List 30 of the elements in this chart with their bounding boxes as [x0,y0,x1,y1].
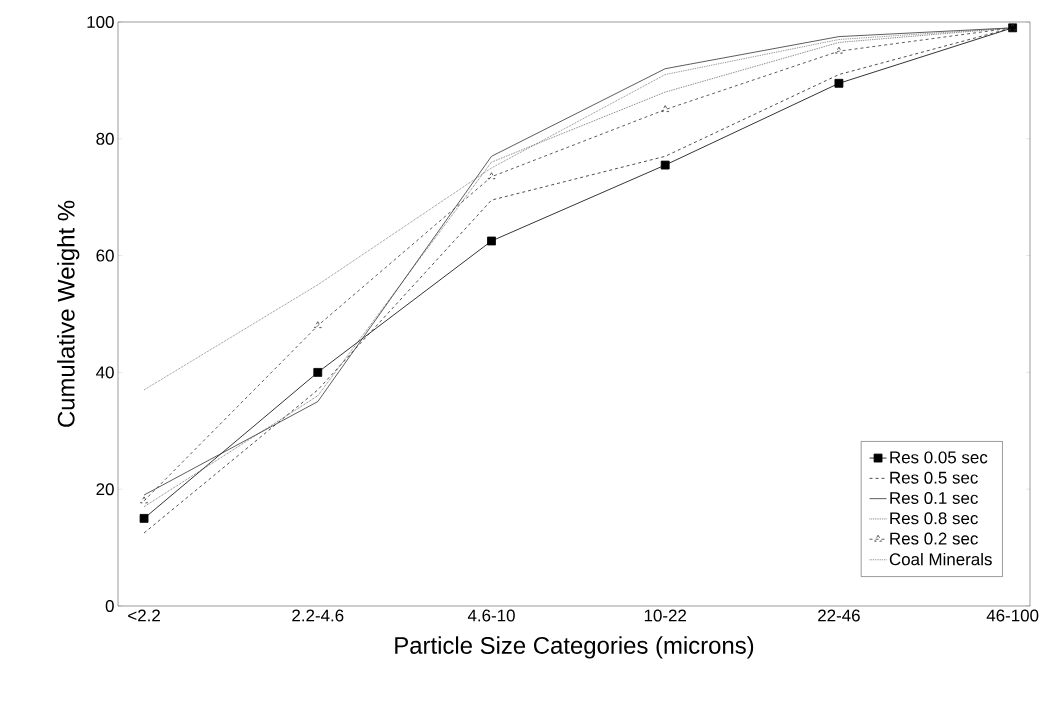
legend-label: Coal Minerals [889,552,992,566]
point [487,172,496,180]
point [139,514,149,523]
x-tick-label: 46-100 [986,609,1039,622]
x-axis-title: Particle Size Categories (microns) [395,636,754,659]
point [660,160,670,170]
y-tick-label: 40 [96,366,114,379]
point [487,236,496,246]
legend-label: Res 0.8 sec [890,512,978,525]
x-tick-label: <2.2 [128,609,160,622]
point [313,368,323,377]
legend-label: Res 0.1 sec [890,491,978,504]
y-tick-label: 0 [105,600,114,612]
x-tick-label: 4.6-10 [467,609,515,622]
x-tick-label: 2.2-4.6 [292,609,344,622]
x-tick-label: 22-46 [818,609,860,622]
point [661,105,670,112]
y-tick-label: 100 [87,16,114,28]
point [313,321,322,329]
legend-label: Res 0.2 sec [890,532,978,545]
x-tick-label: 10-22 [644,609,686,622]
y-tick-label: 60 [96,249,114,262]
point [140,496,148,504]
legend-label: Res 0.05 sec [890,451,988,464]
legend-label: Res 0.5 sec [890,471,978,484]
y-tick-label: 80 [96,132,114,145]
y-axis-title: Cumulative Weight % [57,200,80,427]
point [835,46,843,54]
point [834,78,844,88]
y-tick-label: 20 [96,483,114,496]
